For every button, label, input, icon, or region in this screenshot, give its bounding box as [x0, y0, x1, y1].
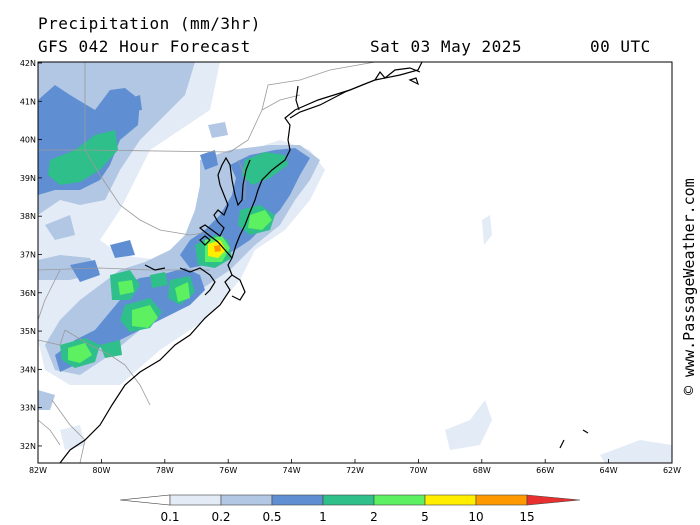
site-credit: © www.PassageWeather.com: [680, 178, 698, 395]
lat-label: 34N: [20, 365, 36, 374]
lat-label: 33N: [20, 404, 36, 413]
lat-label: 38N: [20, 212, 36, 221]
legend-segment-0.1: [169, 494, 222, 506]
legend-label: 15: [519, 510, 535, 524]
lon-label: 72W: [346, 466, 364, 475]
lon-label: 70W: [409, 466, 427, 475]
legend-label: 10: [468, 510, 484, 524]
legend-label: 0.1: [160, 510, 180, 524]
lat-label: 42N: [20, 59, 36, 68]
forecast-date: Sat 03 May 2025: [370, 37, 522, 56]
lon-label: 68W: [473, 466, 491, 475]
legend-label: 5: [421, 510, 429, 524]
lon-label: 76W: [219, 466, 237, 475]
lon-label: 64W: [600, 466, 618, 475]
forecast-subtitle: GFS 042 Hour Forecast: [38, 37, 251, 56]
map-title: Precipitation (mm/3hr): [38, 14, 261, 33]
precipitation-fields: [38, 62, 672, 463]
lat-label: 35N: [20, 327, 36, 336]
lat-label: 37N: [20, 250, 36, 259]
lon-label: 62W: [663, 466, 681, 475]
legend-segment-5: [424, 494, 477, 506]
lon-label: 74W: [283, 466, 301, 475]
lat-label: 32N: [20, 442, 36, 451]
precip-band-10: [214, 245, 221, 252]
axis-ticks: 42N 41N 40N 39N 38N 37N 36N 35N 34N 33N 32N 82W 80W 7…: [20, 59, 681, 475]
legend-label: 0.5: [262, 510, 282, 524]
lon-label: 82W: [29, 466, 47, 475]
legend-segment-0.5: [271, 494, 324, 506]
legend-segment-0.2: [220, 494, 273, 506]
legend-segment-15: [526, 494, 581, 506]
legend-segment-1: [322, 494, 375, 506]
legend-segment-2: [373, 494, 426, 506]
lat-label: 40N: [20, 136, 36, 145]
lon-label: 66W: [536, 466, 554, 475]
forecast-time: 00 UTC: [590, 37, 651, 56]
lon-label: 80W: [92, 466, 110, 475]
legend-label: 2: [370, 510, 378, 524]
legend-label: 0.2: [211, 510, 231, 524]
legend-segment-below-0.1: [119, 494, 171, 506]
legend-segment-10: [475, 494, 528, 506]
lat-label: 39N: [20, 174, 36, 183]
lon-label: 78W: [156, 466, 174, 475]
lat-label: 36N: [20, 289, 36, 298]
legend-colorbar: [119, 494, 581, 506]
lat-label: 41N: [20, 97, 36, 106]
state-boundaries: [38, 62, 376, 463]
coastline: [59, 62, 589, 463]
legend-label: 1: [319, 510, 327, 524]
